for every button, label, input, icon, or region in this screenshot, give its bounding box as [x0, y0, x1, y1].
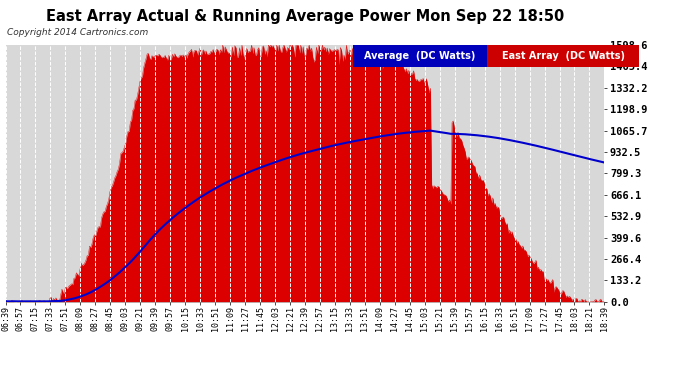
- Text: East Array Actual & Running Average Power Mon Sep 22 18:50: East Array Actual & Running Average Powe…: [46, 9, 564, 24]
- Text: Copyright 2014 Cartronics.com: Copyright 2014 Cartronics.com: [7, 28, 148, 37]
- Text: Average  (DC Watts): Average (DC Watts): [364, 51, 476, 61]
- Text: East Array  (DC Watts): East Array (DC Watts): [502, 51, 625, 61]
